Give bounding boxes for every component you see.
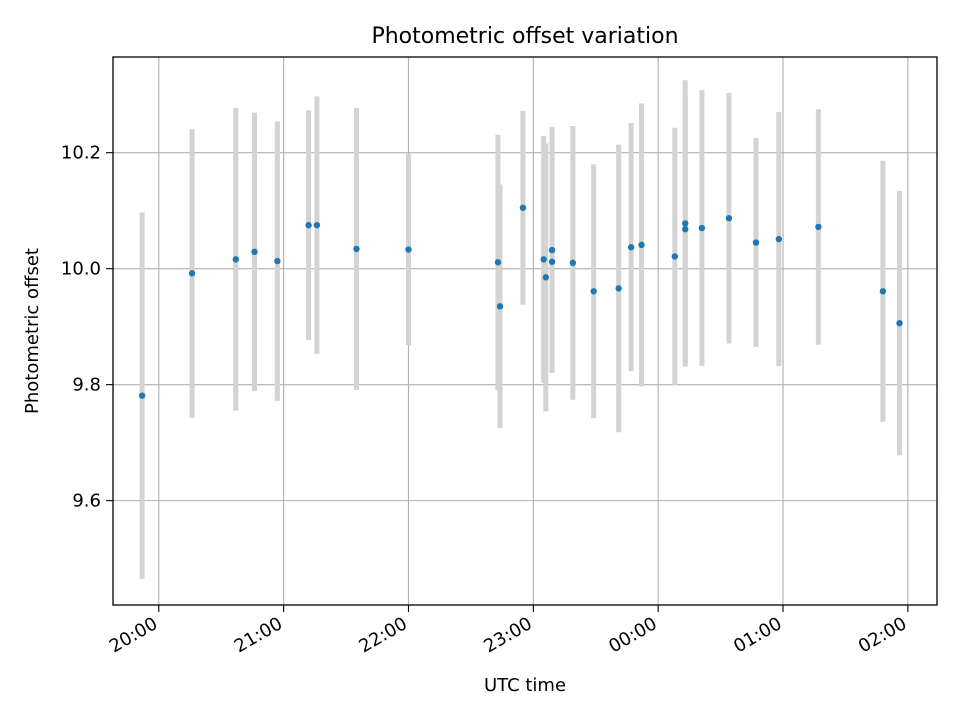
- data-point: [305, 221, 312, 229]
- x-tick-label: 22:00: [356, 613, 411, 657]
- x-tick-label: 01:00: [730, 613, 785, 657]
- y-axis-ticks: 9.6 9.8 10.0 10.2: [61, 143, 113, 512]
- data-point: [682, 220, 689, 227]
- data-point: [353, 245, 360, 253]
- y-tick-label: 9.6: [72, 491, 101, 512]
- data-point: [405, 246, 412, 253]
- data-point: [590, 288, 597, 295]
- data-point: [138, 392, 146, 399]
- x-tick-label: 00:00: [605, 613, 660, 657]
- data-point: [542, 274, 550, 281]
- data-point: [627, 244, 635, 251]
- data-point: [232, 256, 239, 263]
- y-tick-label: 10.2: [61, 143, 101, 164]
- y-tick-label: 10.0: [61, 259, 101, 280]
- error-bars: [139, 80, 903, 579]
- data-point: [496, 303, 504, 310]
- data-point: [494, 259, 502, 266]
- data-point: [548, 258, 556, 265]
- data-point: [671, 253, 679, 260]
- data-point: [682, 226, 689, 233]
- x-tick-label: 21:00: [231, 613, 286, 657]
- data-point: [188, 270, 196, 277]
- data-point: [752, 239, 760, 246]
- chart-title: Photometric offset variation: [371, 24, 678, 49]
- data-point: [540, 256, 547, 263]
- x-tick-label: 23:00: [480, 613, 535, 657]
- data-point: [615, 285, 622, 292]
- data-point: [775, 235, 783, 243]
- data-point: [896, 319, 903, 327]
- y-axis-label: Photometric offset: [22, 248, 43, 414]
- data-points: [138, 204, 903, 399]
- x-axis-label: UTC time: [484, 675, 566, 696]
- data-point: [569, 259, 577, 267]
- data-point: [879, 288, 887, 295]
- data-point: [638, 241, 645, 249]
- data-point: [698, 224, 706, 232]
- data-point: [313, 221, 321, 229]
- data-point: [519, 204, 527, 211]
- grid: [113, 57, 937, 605]
- y-tick-label: 9.8: [72, 375, 101, 396]
- x-tick-label: 02:00: [855, 613, 910, 657]
- data-point: [725, 215, 733, 222]
- data-point: [815, 223, 822, 231]
- plot-frame: [112, 56, 938, 606]
- data-point: [274, 257, 281, 265]
- x-axis-ticks: 20:00 21:00 22:00 23:00 00:00 01:00 02:00: [106, 605, 910, 657]
- data-point: [251, 248, 258, 256]
- data-point: [548, 246, 556, 254]
- x-tick-label: 20:00: [106, 613, 161, 657]
